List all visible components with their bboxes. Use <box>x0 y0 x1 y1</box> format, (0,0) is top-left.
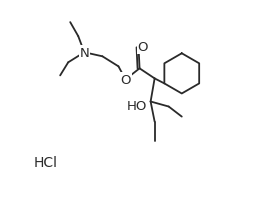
Text: N: N <box>79 47 89 59</box>
Text: HO: HO <box>126 100 147 113</box>
Text: O: O <box>120 74 130 86</box>
Text: O: O <box>137 41 148 53</box>
Text: HCl: HCl <box>34 155 58 169</box>
